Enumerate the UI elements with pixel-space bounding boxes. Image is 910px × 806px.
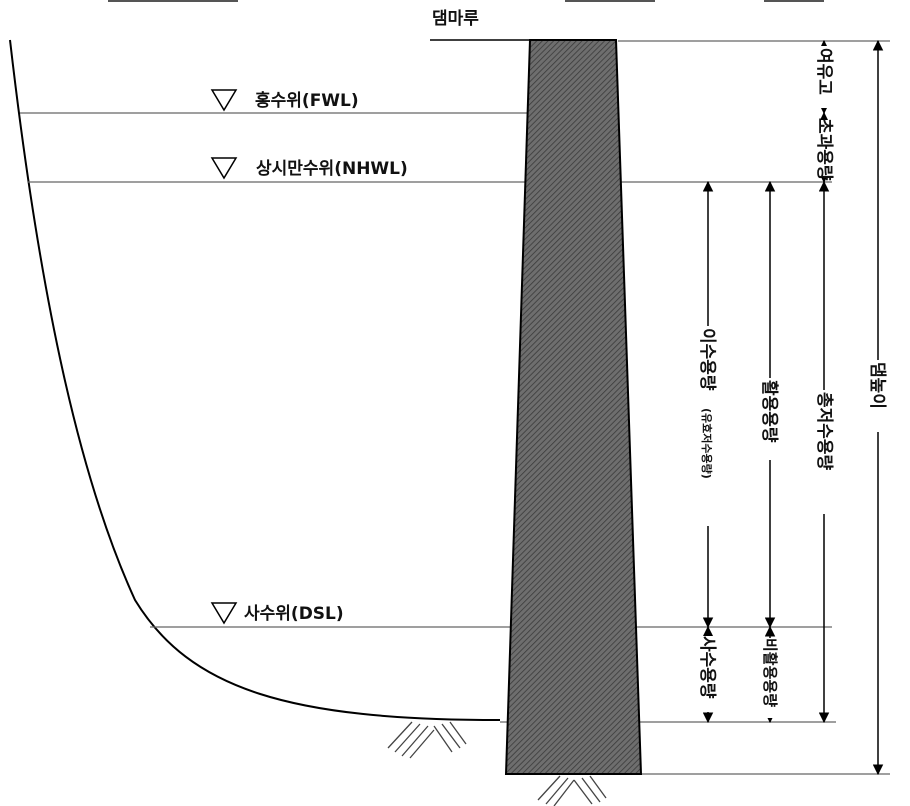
active-storage-label: 활용용량 [759, 380, 780, 443]
dimension-arrows [702, 39, 884, 776]
nhwl-label: 상시만수위(NHWL) [256, 159, 408, 179]
water-use-label: 이수용량 [697, 328, 717, 391]
nhwl-triangle-icon [210, 157, 238, 180]
crest-label: 댐마루 [432, 9, 479, 29]
dam-body [504, 39, 643, 775]
ground-hatch-left [387, 721, 467, 759]
inactive-storage-label: 비활용용량 [761, 638, 779, 707]
reservoir-bank-curve [9, 39, 501, 721]
total-storage-label: 총저수용량 [814, 392, 834, 471]
dead-storage-label: 사수용량 [697, 636, 717, 699]
dsl-triangle-icon [210, 602, 238, 625]
ground-hatch-bottom [537, 775, 607, 806]
label-masks [696, 46, 890, 718]
surcharge-label: 초과용량 [814, 118, 834, 181]
water-use-sublabel: (유효저수용량) [700, 408, 714, 479]
fwl-triangle-icon [210, 89, 238, 112]
dsl-label: 사수위(DSL) [244, 604, 344, 624]
fwl-label: 홍수위(FWL) [255, 90, 359, 111]
freeboard-label: 여유고 [814, 48, 834, 95]
dam-height-label: 댐높이 [867, 362, 887, 409]
